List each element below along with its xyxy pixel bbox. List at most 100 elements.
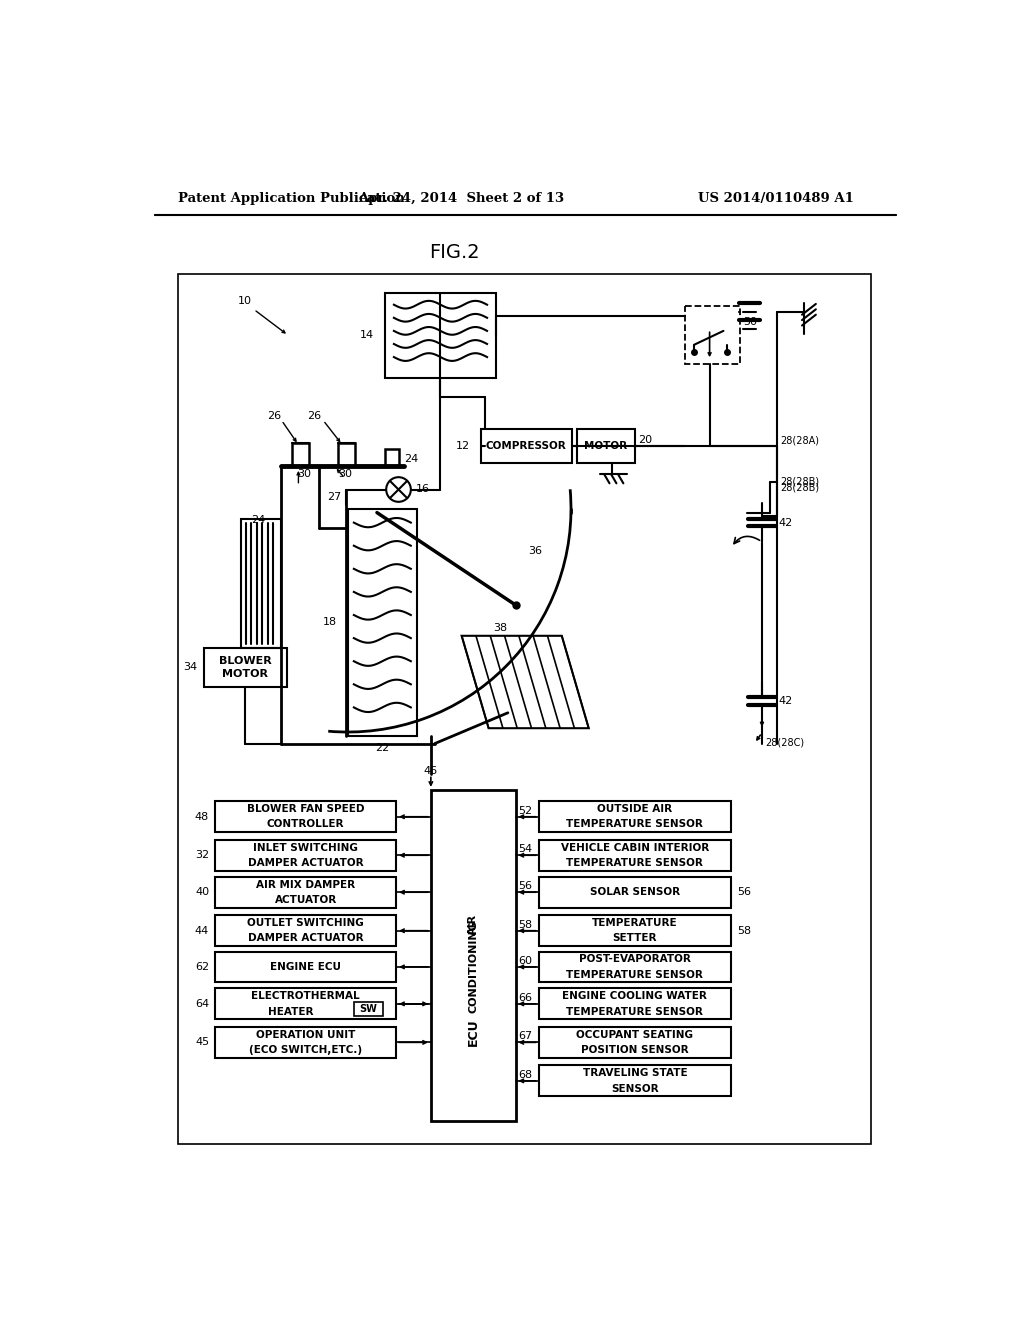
Bar bbox=[539, 915, 731, 946]
Text: 56: 56 bbox=[518, 880, 532, 891]
Text: 28(28B): 28(28B) bbox=[780, 477, 819, 487]
Text: US 2014/0110489 A1: US 2014/0110489 A1 bbox=[698, 191, 854, 205]
Text: OCCUPANT SEATING: OCCUPANT SEATING bbox=[577, 1030, 693, 1040]
Text: 67: 67 bbox=[518, 1031, 532, 1041]
Bar bbox=[215, 952, 396, 982]
Text: SW: SW bbox=[359, 1005, 378, 1014]
Bar bbox=[348, 508, 417, 737]
Bar bbox=[539, 952, 731, 982]
Bar bbox=[539, 801, 731, 832]
Text: 52: 52 bbox=[518, 805, 532, 816]
Text: 50: 50 bbox=[743, 317, 758, 326]
Text: TEMPERATURE SENSOR: TEMPERATURE SENSOR bbox=[566, 970, 703, 979]
Text: 16: 16 bbox=[416, 484, 429, 495]
Bar bbox=[539, 989, 731, 1019]
Text: 56: 56 bbox=[737, 887, 752, 898]
Text: 42: 42 bbox=[779, 517, 794, 528]
Text: CONTROLLER: CONTROLLER bbox=[267, 820, 344, 829]
Text: 58: 58 bbox=[518, 920, 532, 929]
Text: MOTOR: MOTOR bbox=[222, 668, 268, 678]
Text: 30: 30 bbox=[339, 469, 352, 479]
Bar bbox=[685, 306, 740, 364]
Bar bbox=[178, 275, 871, 1144]
Text: DAMPER ACTUATOR: DAMPER ACTUATOR bbox=[248, 858, 364, 869]
Text: 66: 66 bbox=[518, 993, 532, 1003]
Text: Apr. 24, 2014  Sheet 2 of 13: Apr. 24, 2014 Sheet 2 of 13 bbox=[358, 191, 564, 205]
Text: Patent Application Publication: Patent Application Publication bbox=[178, 191, 406, 205]
Text: VEHICLE CABIN INTERIOR: VEHICLE CABIN INTERIOR bbox=[561, 842, 709, 853]
Text: POST-EVAPORATOR: POST-EVAPORATOR bbox=[579, 954, 691, 964]
Bar bbox=[578, 429, 635, 463]
Bar bbox=[431, 789, 515, 1121]
Text: 34: 34 bbox=[183, 663, 198, 672]
Bar bbox=[354, 1002, 383, 1016]
Text: INLET SWITCHING: INLET SWITCHING bbox=[253, 842, 358, 853]
Text: ECU: ECU bbox=[467, 1019, 479, 1047]
Text: AIR: AIR bbox=[468, 913, 478, 935]
Text: 24: 24 bbox=[251, 515, 265, 525]
Text: 40: 40 bbox=[195, 887, 209, 898]
Bar bbox=[215, 989, 396, 1019]
Text: 18: 18 bbox=[323, 618, 337, 627]
Bar bbox=[385, 449, 398, 466]
Text: CONDITIONING: CONDITIONING bbox=[468, 920, 478, 1014]
Text: BLOWER FAN SPEED: BLOWER FAN SPEED bbox=[247, 804, 365, 814]
Bar bbox=[215, 915, 396, 946]
Text: 46: 46 bbox=[424, 766, 438, 776]
Text: 62: 62 bbox=[195, 962, 209, 972]
Text: 38: 38 bbox=[494, 623, 507, 634]
Bar bbox=[215, 1027, 396, 1057]
Bar bbox=[215, 801, 396, 832]
Bar bbox=[292, 444, 309, 466]
Text: FIG.2: FIG.2 bbox=[429, 243, 479, 261]
Text: TEMPERATURE SENSOR: TEMPERATURE SENSOR bbox=[566, 858, 703, 869]
Text: COMPRESSOR: COMPRESSOR bbox=[486, 441, 566, 451]
Text: POSITION SENSOR: POSITION SENSOR bbox=[581, 1045, 689, 1055]
Text: 48: 48 bbox=[195, 812, 209, 822]
Text: HEATER: HEATER bbox=[267, 1007, 313, 1016]
Bar bbox=[215, 840, 396, 871]
Text: 30: 30 bbox=[297, 469, 311, 479]
Text: 45: 45 bbox=[195, 1038, 209, 1047]
Bar bbox=[539, 1065, 731, 1096]
Text: 64: 64 bbox=[195, 999, 209, 1008]
Text: DAMPER ACTUATOR: DAMPER ACTUATOR bbox=[248, 933, 364, 944]
Text: AIR MIX DAMPER: AIR MIX DAMPER bbox=[256, 879, 355, 890]
Text: 20: 20 bbox=[638, 436, 652, 445]
Text: 44: 44 bbox=[195, 925, 209, 936]
Text: 58: 58 bbox=[737, 925, 752, 936]
Text: 14: 14 bbox=[359, 330, 374, 341]
Text: TEMPERATURE: TEMPERATURE bbox=[592, 917, 678, 928]
Bar bbox=[339, 444, 355, 466]
Bar bbox=[539, 840, 731, 871]
Text: 42: 42 bbox=[779, 696, 794, 706]
Text: OPERATION UNIT: OPERATION UNIT bbox=[256, 1030, 355, 1040]
Text: OUTSIDE AIR: OUTSIDE AIR bbox=[597, 804, 673, 814]
Text: ACTUATOR: ACTUATOR bbox=[274, 895, 337, 906]
Bar bbox=[385, 293, 497, 378]
Text: 22: 22 bbox=[375, 743, 389, 754]
Text: OUTLET SWITCHING: OUTLET SWITCHING bbox=[248, 917, 365, 928]
Text: ENGINE COOLING WATER: ENGINE COOLING WATER bbox=[562, 991, 708, 1001]
Text: ENGINE ECU: ENGINE ECU bbox=[270, 962, 341, 972]
Text: 27: 27 bbox=[328, 492, 342, 502]
Text: MOTOR: MOTOR bbox=[585, 441, 628, 451]
Text: BLOWER: BLOWER bbox=[219, 656, 271, 667]
Text: 26: 26 bbox=[307, 412, 322, 421]
Text: TEMPERATURE SENSOR: TEMPERATURE SENSOR bbox=[566, 820, 703, 829]
Text: 24: 24 bbox=[403, 454, 418, 463]
Text: 28(28B): 28(28B) bbox=[780, 483, 819, 492]
Bar bbox=[539, 876, 731, 908]
Text: ELECTROTHERMAL: ELECTROTHERMAL bbox=[252, 991, 360, 1001]
Text: TEMPERATURE SENSOR: TEMPERATURE SENSOR bbox=[566, 1007, 703, 1016]
Text: 54: 54 bbox=[518, 843, 532, 854]
Text: SENSOR: SENSOR bbox=[611, 1084, 658, 1093]
Text: 32: 32 bbox=[195, 850, 209, 861]
Text: 28(28C): 28(28C) bbox=[765, 737, 804, 747]
Bar bbox=[204, 648, 287, 686]
Text: SOLAR SENSOR: SOLAR SENSOR bbox=[590, 887, 680, 898]
Text: 28(28A): 28(28A) bbox=[780, 436, 819, 446]
Bar bbox=[481, 429, 571, 463]
Text: 36: 36 bbox=[527, 546, 542, 556]
Text: TRAVELING STATE: TRAVELING STATE bbox=[583, 1068, 687, 1078]
